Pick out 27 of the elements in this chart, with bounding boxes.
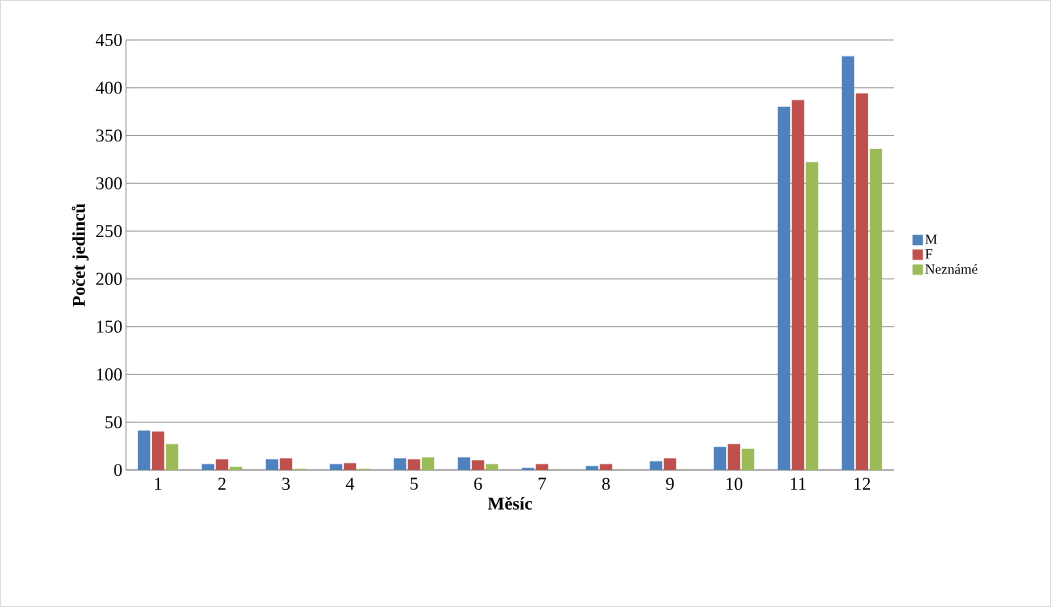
y-tick-label: 150: [97, 320, 122, 333]
y-tick-label: 450: [95, 33, 122, 47]
x-tick-label: 2: [218, 477, 226, 490]
x-tick-label: 10: [726, 477, 743, 490]
y-tick-label: 200: [96, 272, 122, 285]
y-tick-label: 50: [105, 416, 122, 429]
y-tick-label: 300: [96, 177, 122, 190]
x-tick-label: 3: [282, 477, 290, 490]
legend-label: M: [925, 234, 938, 244]
x-tick-label: 9: [666, 477, 674, 490]
x-tick-label: 4: [345, 477, 355, 490]
y-tick-label: 250: [96, 225, 122, 238]
x-tick-label: 1: [155, 477, 162, 490]
y-axis-title: Počet jedinců: [71, 203, 89, 307]
x-tick-label: 12: [854, 477, 871, 490]
y-tick-label: 0: [114, 463, 122, 477]
y-tick-label: 100: [97, 368, 122, 381]
x-tick-label: 8: [602, 477, 610, 490]
x-axis-title: Měsíc: [487, 496, 533, 510]
legend-label: F: [925, 249, 933, 259]
x-tick-label: 11: [790, 477, 806, 490]
x-tick-label: 7: [538, 477, 546, 490]
x-tick-label: 5: [410, 477, 418, 490]
x-tick-label: 6: [474, 477, 482, 490]
y-tick-label: 400: [95, 81, 122, 94]
y-tick-label: 350: [96, 129, 122, 142]
legend-label: Neznámé: [925, 264, 978, 274]
